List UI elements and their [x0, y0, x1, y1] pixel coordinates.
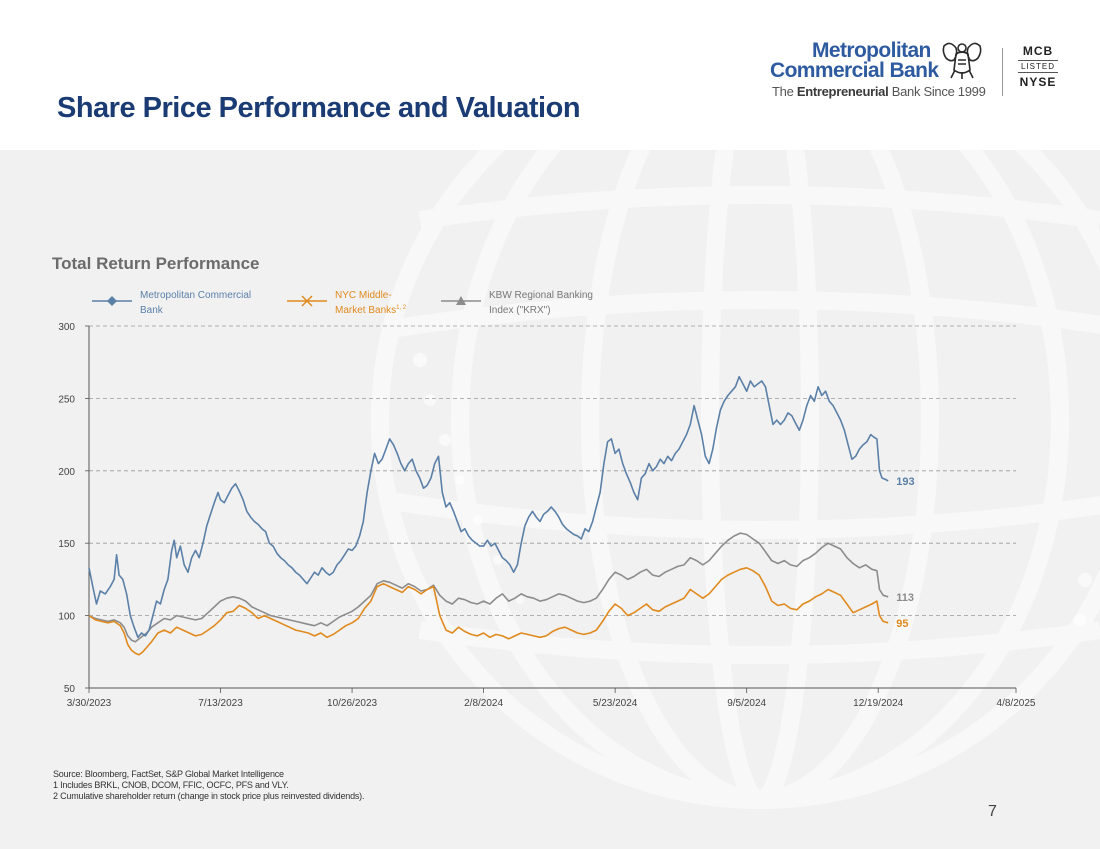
legend-marker-1 [301, 295, 313, 307]
x-tick-label-2: 10/26/2023 [327, 698, 377, 709]
ticker-symbol: MCB [1022, 44, 1054, 58]
eagle-icon [942, 42, 982, 79]
footnote-1: 1 Includes BRKL, CNOB, DCOM, FFIC, OCFC,… [53, 780, 289, 790]
page-title: Share Price Performance and Valuation [57, 92, 581, 124]
chart-legend: Metropolitan Commercial Bank NYC Middle- Ma… [92, 290, 593, 316]
x-tick-label-0: 3/30/2023 [67, 698, 112, 709]
legend-label-1-line2: Market Banks1, 2 [335, 305, 407, 316]
legend-label-2-line2: Index ("KRX") [489, 305, 551, 316]
x-tick-label-5: 9/5/2024 [727, 698, 766, 709]
series-line-0 [88, 375, 889, 639]
footnote-2: 2 Cumulative shareholder return (change … [53, 791, 365, 801]
legend-marker-2 [456, 296, 466, 305]
logo-name-line2: Commercial Bank [770, 59, 939, 82]
ticker-listed: LISTED [1018, 60, 1058, 73]
end-label-1: 95 [896, 618, 908, 630]
chart-title: Total Return Performance [52, 254, 260, 273]
series-line-1 [88, 567, 889, 656]
y-tick-label-100: 100 [58, 612, 75, 623]
y-tick-label-50: 50 [64, 684, 76, 695]
series-line-2 [88, 532, 889, 643]
y-tick-label-300: 300 [58, 322, 75, 333]
x-tick-label-4: 5/23/2024 [593, 698, 638, 709]
footnote-source: Source: Bloomberg, FactSet, S&P Global M… [53, 769, 284, 779]
page-number: 7 [988, 803, 997, 820]
chart-series [88, 375, 889, 656]
ticker-exchange: NYSE [1019, 75, 1057, 89]
legend-label-2-line1: KBW Regional Banking [489, 290, 593, 301]
footnotes: Source: Bloomberg, FactSet, S&P Global M… [53, 769, 364, 802]
legend-label-1-line1: NYC Middle- [335, 290, 392, 301]
legend-label-0-line1: Metropolitan Commercial [140, 290, 251, 301]
logo-divider [1002, 48, 1003, 96]
y-tick-label-250: 250 [58, 394, 75, 405]
x-tick-label-1: 7/13/2023 [198, 698, 243, 709]
x-tick-label-3: 2/8/2024 [464, 698, 503, 709]
y-tick-label-150: 150 [58, 539, 75, 550]
chart-gridlines: 50 100 150 200 250 300 [58, 322, 1016, 695]
chart-end-labels: 193 95 113 [896, 476, 914, 630]
logo-name-line1: Metropolitan [812, 39, 931, 62]
end-label-0: 193 [896, 476, 914, 488]
x-tick-label-7: 4/8/2025 [997, 698, 1036, 709]
legend-marker-0 [107, 296, 117, 306]
y-tick-label-200: 200 [58, 467, 75, 478]
company-logo: Metropolitan Commercial Bank The Entrepr… [770, 36, 1070, 106]
x-tick-label-6: 12/19/2024 [853, 698, 903, 709]
ticker-badge: MCB LISTED NYSE [1018, 44, 1058, 89]
logo-tagline: The Entrepreneurial Bank Since 1999 [772, 84, 986, 99]
end-label-2: 113 [896, 592, 914, 604]
chart-axes: 3/30/2023 7/13/2023 10/26/2023 2/8/2024 5/23… [67, 326, 1036, 709]
legend-label-0-line2: Bank [140, 305, 164, 316]
